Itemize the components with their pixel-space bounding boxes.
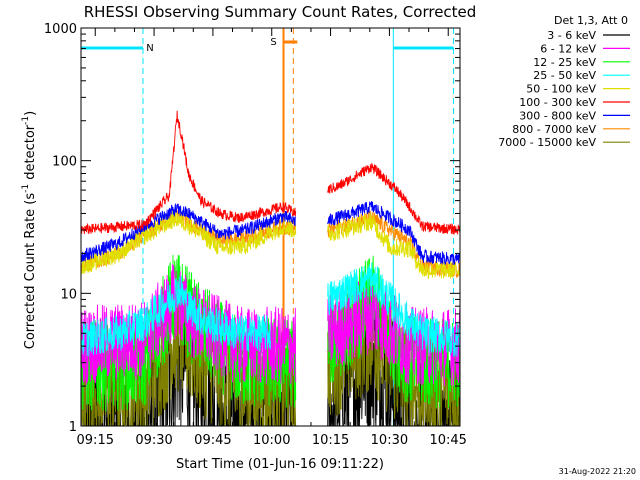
x-tick-label: 10:00 (253, 433, 290, 448)
x-tick-label: 10:15 (312, 433, 349, 448)
x-tick-label: 09:30 (135, 433, 172, 448)
x-axis-label: Start Time (01-Jun-16 09:11:22) (176, 457, 384, 472)
series-line (81, 262, 460, 357)
marker-label: N (146, 43, 153, 54)
y-axis-label-sup2: -1 (21, 116, 31, 125)
y-axis: 1 10 100 1000 (44, 22, 460, 435)
legend-label: 100 - 300 keV (519, 96, 596, 109)
x-tick-label: 09:45 (194, 433, 231, 448)
series-line (81, 110, 460, 235)
series-line (81, 200, 460, 266)
legend-label: 25 - 50 keV (533, 69, 596, 82)
y-tick-label: 1 (69, 420, 77, 435)
legend-label: 6 - 12 keV (540, 42, 596, 55)
marker-label: S (270, 37, 276, 48)
legend-label: 800 - 7000 keV (512, 123, 596, 136)
chart-title: RHESSI Observing Summary Count Rates, Co… (84, 3, 477, 21)
legend-label: 7000 - 15000 keV (498, 136, 596, 149)
legend-label: 300 - 800 keV (519, 109, 596, 122)
legend-header: Det 1,3, Att 0 (554, 14, 628, 27)
y-axis-label: Corrected Count Rate (s-1 detector-1) (21, 111, 38, 349)
y-axis-label-end: ) (23, 111, 38, 116)
y-axis-label-sup1: -1 (21, 184, 31, 193)
x-tick-label: 10:45 (429, 433, 466, 448)
plot-frame (80, 27, 461, 427)
y-tick-label: 1000 (44, 22, 77, 37)
x-tick-label: 10:30 (371, 433, 408, 448)
y-tick-label: 10 (60, 287, 77, 302)
x-axis: 09:15 09:30 09:45 10:00 10:15 10:30 10:45 (77, 28, 467, 448)
series-line (81, 209, 460, 280)
legend-label: 50 - 100 keV (526, 83, 596, 96)
legend-label: 3 - 6 keV (547, 29, 596, 42)
series-layer (81, 110, 460, 426)
legend-label: 12 - 25 keV (533, 56, 596, 69)
x-tick-label: 09:15 (77, 433, 114, 448)
y-axis-label-mid: detector (23, 124, 38, 184)
y-axis-label-main: Corrected Count Rate (s (23, 193, 38, 350)
timestamp: 31-Aug-2022 21:20 (559, 467, 636, 476)
y-tick-label: 100 (52, 155, 77, 170)
